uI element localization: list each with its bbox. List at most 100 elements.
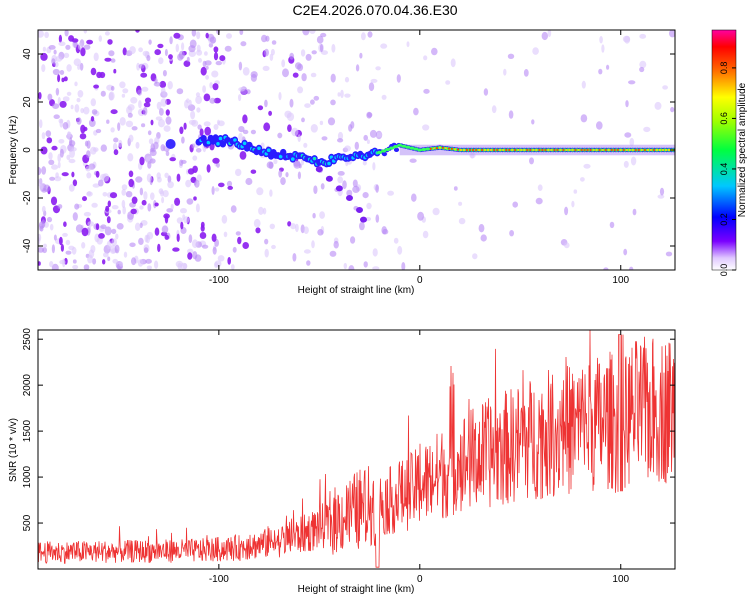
noise-speckle	[130, 97, 138, 104]
noise-speckle	[352, 179, 358, 188]
noise-speckle	[187, 168, 195, 175]
noise-speckle	[44, 31, 49, 39]
ridge-green	[381, 149, 387, 153]
noise-speckle	[138, 100, 142, 109]
noise-speckle	[108, 91, 115, 101]
noise-speckle	[117, 209, 121, 215]
noise-speckle	[121, 199, 126, 209]
noise-speckle	[100, 90, 106, 97]
noise-speckle	[98, 35, 103, 42]
noise-speckle	[623, 248, 628, 256]
noise-speckle	[185, 179, 192, 188]
snr-ytick-label: 1000	[22, 466, 33, 489]
noise-speckle	[71, 38, 79, 43]
noise-speckle	[104, 226, 112, 236]
branch-blob	[315, 166, 323, 173]
ridge-red	[586, 149, 589, 151]
noise-speckle	[230, 205, 237, 213]
noise-speckle	[61, 172, 69, 177]
heatmap-ytick-label: 0	[22, 147, 33, 153]
noise-speckle	[121, 189, 126, 196]
ridge-red	[583, 149, 586, 151]
noise-speckle	[319, 44, 324, 52]
noise-speckle	[117, 122, 121, 131]
noise-speckle	[478, 224, 485, 233]
noise-speckle	[406, 41, 410, 48]
noise-speckle	[596, 121, 603, 130]
noise-speckle	[51, 145, 58, 151]
noise-speckle	[58, 118, 64, 124]
noise-speckle	[150, 192, 155, 201]
noise-speckle	[195, 148, 202, 153]
noise-speckle	[187, 248, 194, 254]
branch-blob	[356, 207, 363, 213]
noise-speckle	[362, 192, 369, 199]
noise-speckle	[344, 93, 351, 98]
noise-speckle	[256, 187, 264, 196]
noise-speckle	[209, 36, 217, 44]
noise-speckle	[366, 202, 372, 210]
noise-speckle	[281, 59, 286, 68]
noise-speckle	[83, 30, 87, 34]
ridge-red	[616, 149, 619, 151]
noise-speckle	[44, 221, 49, 228]
noise-speckle	[102, 173, 110, 182]
ridge-red	[511, 149, 514, 151]
noise-speckle	[72, 212, 78, 221]
noise-speckle	[48, 159, 55, 165]
noise-speckle	[65, 250, 72, 255]
noise-speckle	[277, 132, 283, 139]
noise-speckle	[197, 124, 202, 130]
noise-speckle	[289, 98, 294, 108]
ridge-red	[517, 149, 520, 151]
noise-speckle	[348, 265, 355, 270]
noise-speckle	[547, 30, 552, 37]
noise-speckle	[100, 144, 108, 152]
noise-speckle	[423, 88, 430, 94]
noise-speckle	[313, 95, 320, 101]
noise-speckle	[127, 104, 135, 111]
noise-speckle	[375, 184, 379, 193]
noise-speckle	[245, 177, 253, 186]
ridge-red	[447, 147, 450, 150]
noise-speckle	[271, 244, 276, 250]
noise-speckle	[639, 60, 647, 69]
noise-speckle	[195, 203, 200, 213]
noise-speckle	[242, 242, 249, 249]
ridge-outer	[212, 134, 219, 142]
noise-speckle	[86, 191, 92, 196]
noise-speckle	[81, 227, 89, 237]
snr-series-line	[38, 330, 675, 568]
noise-speckle	[273, 158, 278, 165]
noise-speckle	[238, 132, 243, 142]
noise-speckle	[211, 70, 219, 78]
ridge-red	[432, 147, 435, 150]
noise-speckle	[216, 30, 220, 35]
noise-speckle	[580, 177, 585, 182]
ridge-green	[409, 146, 415, 150]
noise-speckle	[53, 49, 57, 55]
noise-speckle	[302, 30, 310, 36]
noise-speckle	[168, 54, 173, 60]
noise-speckle	[632, 208, 637, 216]
noise-speckle	[284, 110, 292, 119]
noise-speckle	[80, 108, 85, 114]
noise-speckle	[107, 256, 111, 262]
noise-speckle	[110, 127, 115, 133]
ridge-red	[541, 149, 544, 151]
noise-speckle	[74, 104, 80, 113]
noise-speckle	[42, 46, 47, 52]
noise-speckle	[200, 66, 207, 76]
noise-speckle	[564, 206, 569, 216]
noise-speckle	[304, 103, 311, 108]
noise-speckle	[282, 68, 289, 78]
noise-speckle	[146, 173, 152, 183]
noise-speckle	[167, 181, 174, 189]
noise-speckle	[311, 240, 315, 249]
noise-speckle	[108, 50, 115, 57]
noise-speckle	[180, 221, 184, 230]
ridge-red	[595, 149, 598, 151]
ridge-green	[405, 145, 411, 149]
noise-speckle	[137, 259, 144, 267]
